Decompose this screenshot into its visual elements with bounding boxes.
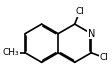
Text: Cl: Cl xyxy=(74,7,83,16)
Text: Cl: Cl xyxy=(98,53,107,62)
Text: CH₃: CH₃ xyxy=(2,48,19,57)
Text: N: N xyxy=(87,29,94,39)
